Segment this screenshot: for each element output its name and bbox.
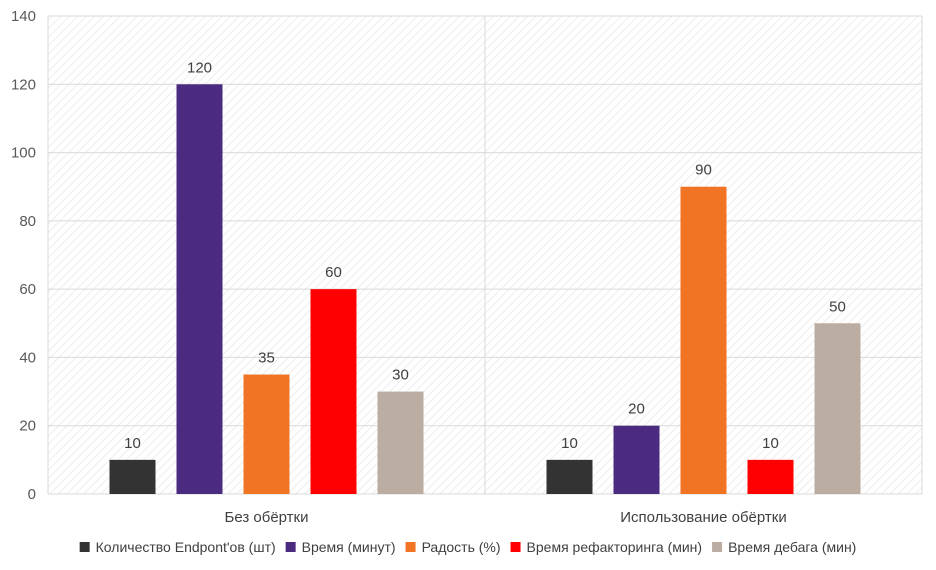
y-tick-label: 20 xyxy=(19,418,36,435)
legend-swatch xyxy=(712,542,723,552)
y-tick-label: 100 xyxy=(11,145,36,162)
bar xyxy=(109,459,156,494)
bar xyxy=(546,459,593,494)
bar xyxy=(243,374,290,494)
bar xyxy=(176,84,223,495)
bar xyxy=(814,323,861,494)
bar xyxy=(377,391,424,494)
legend-item: Время дебага (мин) xyxy=(712,539,856,555)
data-label: 60 xyxy=(325,264,342,281)
legend-label: Время (минут) xyxy=(302,539,396,555)
legend-label: Количество Endpont'ов (шт) xyxy=(96,539,276,555)
legend-label: Время рефакторинга (мин) xyxy=(527,539,703,555)
data-label: 10 xyxy=(561,435,578,452)
data-label: 10 xyxy=(124,435,141,452)
bar xyxy=(680,186,727,494)
data-label: 20 xyxy=(628,401,645,418)
legend-item: Время (минут) xyxy=(285,539,396,555)
bar xyxy=(747,459,794,494)
data-label: 10 xyxy=(762,435,779,452)
legend-label: Время дебага (мин) xyxy=(728,539,856,555)
y-tick-label: 120 xyxy=(11,76,36,93)
y-tick-label: 140 xyxy=(11,8,36,25)
x-category-label: Без обёртки xyxy=(224,509,308,526)
legend-label: Радость (%) xyxy=(422,539,501,555)
data-label: 30 xyxy=(392,367,409,384)
data-label: 120 xyxy=(187,59,212,76)
data-label: 90 xyxy=(695,162,712,179)
bar xyxy=(613,425,660,494)
legend-swatch xyxy=(405,542,416,552)
x-category-label: Использование обёртки xyxy=(620,509,786,526)
legend-swatch xyxy=(79,542,90,552)
y-tick-label: 60 xyxy=(19,281,36,298)
data-label: 50 xyxy=(829,298,846,315)
y-tick-label: 80 xyxy=(19,213,36,230)
legend-item: Время рефакторинга (мин) xyxy=(510,539,703,555)
bar xyxy=(310,289,357,494)
legend-swatch xyxy=(510,542,521,552)
legend-item: Радость (%) xyxy=(405,539,501,555)
y-tick-label: 0 xyxy=(28,486,36,503)
data-label: 35 xyxy=(258,350,275,367)
y-tick-label: 40 xyxy=(19,349,36,366)
legend-swatch xyxy=(285,542,296,552)
legend-item: Количество Endpont'ов (шт) xyxy=(79,539,276,555)
